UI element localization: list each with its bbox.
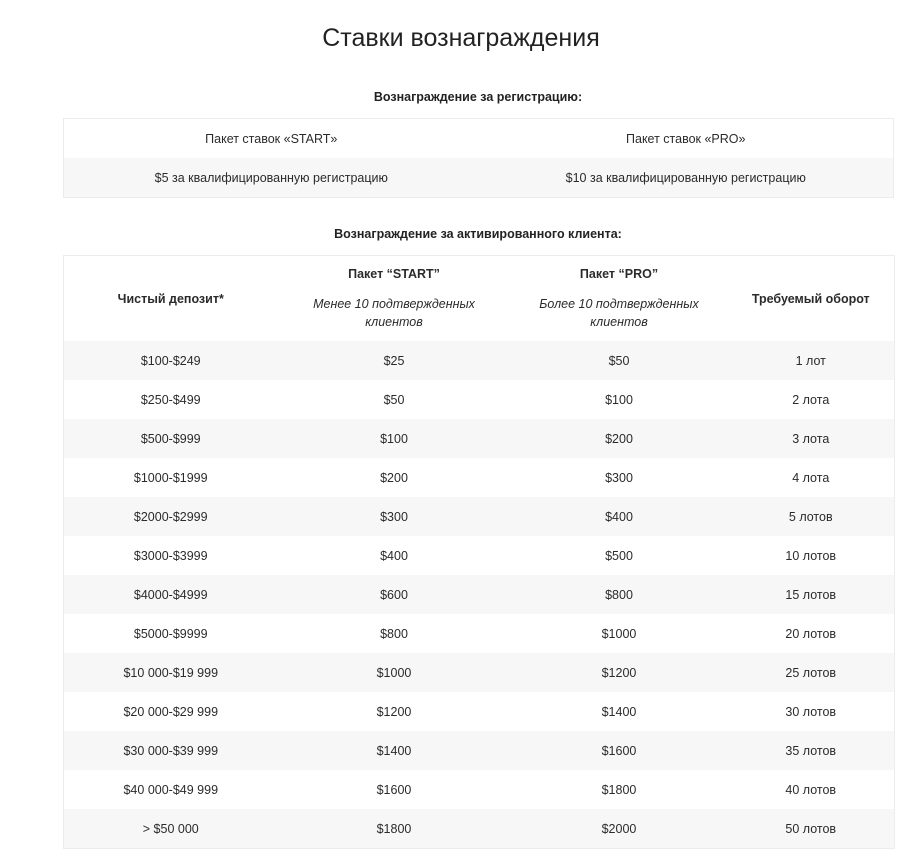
table-row: $20 000-$29 999 $1200 $1400 30 лотов <box>64 692 895 731</box>
registration-caption: Вознаграждение за регистрацию: <box>373 90 583 104</box>
registration-table: Пакет ставок «START» Пакет ставок «PRO» … <box>63 118 894 198</box>
start-cell: $400 <box>380 548 408 563</box>
start-cell: $600 <box>380 587 408 602</box>
header-turnover: Требуемый оборот <box>728 256 895 342</box>
table-row: $4000-$4999 $600 $800 15 лотов <box>63 575 895 614</box>
activation-table: Чистый депозит* Пакет “START” Менее 10 по… <box>63 255 895 849</box>
turnover-cell: 10 лотов <box>785 548 837 563</box>
deposit-cell: $250-$499 <box>140 392 201 407</box>
table-row: $10 000-$19 999 $1000 $1200 25 лотов <box>63 653 895 692</box>
deposit-cell: > $50 000 <box>142 821 199 836</box>
header-start-sub: Менее 10 подтвержденных клиентов <box>313 296 475 329</box>
header-pro: Пакет “PRO” Более 10 подтвержденных клиен… <box>511 256 728 342</box>
header-start: Пакет “START” Менее 10 подтвержденных кли… <box>278 256 511 342</box>
start-cell: $25 <box>383 353 405 368</box>
turnover-cell: 2 лота <box>792 392 830 407</box>
header-deposit: Чистый депозит* <box>64 256 278 342</box>
pro-cell: $300 <box>605 470 633 485</box>
table-row: $30 000-$39 999 $1400 $1600 35 лотов <box>63 731 895 770</box>
pro-cell: $1000 <box>601 626 637 641</box>
table-header-row: Чистый депозит* Пакет “START” Менее 10 по… <box>64 256 895 342</box>
start-cell: $100 <box>380 431 408 446</box>
activation-caption: Вознаграждение за активированного клиент… <box>334 227 622 241</box>
pro-cell: $1200 <box>601 665 637 680</box>
table-row: $2000-$2999 $300 $400 5 лотов <box>63 497 895 536</box>
pro-cell: $500 <box>605 548 633 563</box>
pro-cell: $200 <box>605 431 633 446</box>
deposit-cell: $3000-$3999 <box>133 548 208 563</box>
pro-cell: $50 <box>608 353 630 368</box>
start-cell: $800 <box>380 626 408 641</box>
turnover-cell: 1 лот <box>795 353 826 368</box>
turnover-cell: 15 лотов <box>785 587 837 602</box>
pro-cell: $1600 <box>601 743 637 758</box>
deposit-cell: $30 000-$39 999 <box>123 743 219 758</box>
turnover-cell: 4 лота <box>792 470 830 485</box>
header-pro-sub: Более 10 подтвержденных клиентов <box>539 296 699 329</box>
start-cell: $1200 <box>376 704 412 719</box>
deposit-cell: $5000-$9999 <box>133 626 208 641</box>
turnover-cell: 30 лотов <box>785 704 837 719</box>
deposit-cell: $4000-$4999 <box>133 587 208 602</box>
start-cell: $1600 <box>376 782 412 797</box>
page-title: Ставки вознаграждения <box>322 24 600 52</box>
start-cell: $50 <box>383 392 405 407</box>
deposit-cell: $500-$999 <box>140 431 201 446</box>
turnover-cell: 35 лотов <box>785 743 837 758</box>
turnover-cell: 5 лотов <box>788 509 833 524</box>
turnover-cell: 20 лотов <box>785 626 837 641</box>
table-row: $5 за квалифицированную регистрацию $10 … <box>63 158 894 198</box>
table-row: $3000-$3999 $400 $500 10 лотов <box>64 536 895 575</box>
table-row: Пакет ставок «START» Пакет ставок «PRO» <box>64 119 894 159</box>
start-cell: $200 <box>380 470 408 485</box>
turnover-cell: 50 лотов <box>785 821 837 836</box>
start-cell: $300 <box>380 509 408 524</box>
pro-cell: $2000 <box>601 821 637 836</box>
value-pro: $10 за квалифицированную регистрацию <box>565 170 806 185</box>
deposit-cell: $2000-$2999 <box>133 509 208 524</box>
table-row: $40 000-$49 999 $1600 $1800 40 лотов <box>64 770 895 809</box>
pro-cell: $800 <box>605 587 633 602</box>
pro-cell: $100 <box>605 392 633 407</box>
deposit-cell: $20 000-$29 999 <box>123 704 219 719</box>
deposit-cell: $1000-$1999 <box>133 470 208 485</box>
pro-cell: $1800 <box>601 782 637 797</box>
header-start-label: Пакет “START” <box>348 266 440 281</box>
table-row: $5000-$9999 $800 $1000 20 лотов <box>64 614 895 653</box>
turnover-cell: 25 лотов <box>785 665 837 680</box>
header-pro-label: Пакет “PRO” <box>579 266 659 281</box>
deposit-cell: $10 000-$19 999 <box>123 665 219 680</box>
turnover-cell: 3 лота <box>792 431 830 446</box>
deposit-cell: $40 000-$49 999 <box>123 782 219 797</box>
table-row: $100-$249 $25 $50 1 лот <box>63 341 895 380</box>
table-row: $500-$999 $100 $200 3 лота <box>63 419 895 458</box>
pro-cell: $1400 <box>601 704 637 719</box>
table-row: > $50 000 $1800 $2000 50 лотов <box>63 809 895 849</box>
header-turnover-label: Требуемый оборот <box>751 291 870 306</box>
start-cell: $1800 <box>376 821 412 836</box>
header-pro: Пакет ставок «PRO» <box>626 131 746 146</box>
turnover-cell: 40 лотов <box>785 782 837 797</box>
pro-cell: $400 <box>605 509 633 524</box>
start-cell: $1400 <box>376 743 412 758</box>
table-row: $250-$499 $50 $100 2 лота <box>64 380 895 419</box>
value-start: $5 за квалифицированную регистрацию <box>154 170 388 185</box>
header-deposit-label: Чистый депозит* <box>117 291 224 306</box>
deposit-cell: $100-$249 <box>140 353 201 368</box>
table-row: $1000-$1999 $200 $300 4 лота <box>64 458 895 497</box>
header-start: Пакет ставок «START» <box>205 131 338 146</box>
start-cell: $1000 <box>376 665 412 680</box>
